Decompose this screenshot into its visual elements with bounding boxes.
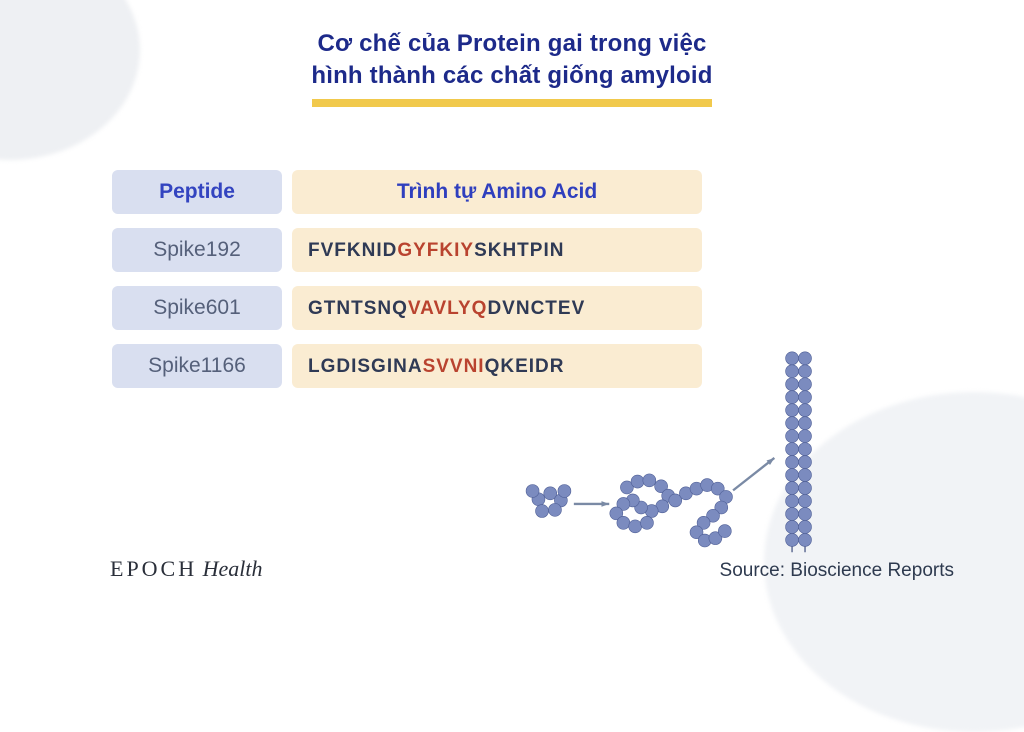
protein-sphere-icon <box>799 430 812 443</box>
protein-sphere-icon <box>786 352 799 365</box>
protein-sphere-icon <box>617 516 630 529</box>
protein-sphere-icon <box>799 507 812 520</box>
protein-sphere-icon <box>786 417 799 430</box>
peptide-name: Spike192 <box>112 228 282 272</box>
arrow-icon <box>733 458 774 490</box>
protein-sphere-icon <box>799 533 812 546</box>
protein-sphere-icon <box>786 469 799 482</box>
protein-sphere-icon <box>786 378 799 391</box>
source-credit: Source: Bioscience Reports <box>720 560 954 582</box>
brand-epoch: EPOCH <box>110 556 197 581</box>
seq-post: SKHTPIN <box>474 241 564 260</box>
protein-sphere-icon <box>786 482 799 495</box>
amyloid-diagram <box>360 340 1000 570</box>
seq-post: DVNCTEV <box>487 299 585 318</box>
title-line-1: Cơ chế của Protein gai trong việc <box>317 30 706 57</box>
protein-sphere-icon <box>799 456 812 469</box>
protein-sphere-icon <box>631 475 644 488</box>
protein-sphere-icon <box>799 352 812 365</box>
protein-sphere-icon <box>526 484 539 497</box>
protein-sphere-icon <box>799 365 812 378</box>
protein-sphere-icon <box>799 443 812 456</box>
protein-sphere-icon <box>786 443 799 456</box>
protein-sphere-icon <box>786 520 799 533</box>
protein-sphere-icon <box>799 482 812 495</box>
protein-sphere-icon <box>640 516 653 529</box>
protein-sphere-icon <box>536 505 549 518</box>
arrow-icon <box>574 501 609 507</box>
protein-sphere-icon <box>629 520 642 533</box>
protein-sphere-icon <box>786 404 799 417</box>
table-row: Spike192FVFKNIDGYFKIYSKHTPIN <box>112 228 702 272</box>
protein-sphere-icon <box>799 495 812 508</box>
protein-sphere-icon <box>643 474 656 487</box>
amino-acid-sequence: FVFKNIDGYFKIYSKHTPIN <box>292 228 702 272</box>
table-header-row: Peptide Trình tự Amino Acid <box>112 170 702 214</box>
seq-highlight: GYFKIY <box>397 241 474 260</box>
protein-sphere-icon <box>799 391 812 404</box>
protein-sphere-icon <box>799 404 812 417</box>
protein-sphere-icon <box>786 365 799 378</box>
header-peptide: Peptide <box>112 170 282 214</box>
protein-sphere-icon <box>799 378 812 391</box>
peptide-name: Spike601 <box>112 286 282 330</box>
protein-sphere-icon <box>799 469 812 482</box>
title-line-2: hình thành các chất giống amyloid <box>311 62 712 89</box>
protein-sphere-icon <box>718 525 731 538</box>
protein-sphere-icon <box>786 533 799 546</box>
protein-sphere-icon <box>786 495 799 508</box>
seq-highlight: VAVLYQ <box>408 299 488 318</box>
source-value: Bioscience Reports <box>790 560 954 581</box>
protein-sphere-icon <box>799 417 812 430</box>
title-underline <box>312 99 712 107</box>
protein-sphere-icon <box>786 456 799 469</box>
peptide-name: Spike1166 <box>112 344 282 388</box>
protein-sphere-icon <box>548 503 561 516</box>
seq-pre: GTNTSNQ <box>308 299 408 318</box>
protein-sphere-icon <box>799 520 812 533</box>
protein-sphere-icon <box>786 391 799 404</box>
page-title: Cơ chế của Protein gai trong việc hình t… <box>311 28 712 93</box>
title-block: Cơ chế của Protein gai trong việc hình t… <box>0 28 1024 107</box>
brand-health: Health <box>197 556 262 581</box>
source-label: Source: <box>720 560 791 581</box>
protein-sphere-icon <box>786 507 799 520</box>
amino-acid-sequence: GTNTSNQVAVLYQDVNCTEV <box>292 286 702 330</box>
protein-sphere-icon <box>786 430 799 443</box>
table-row: Spike601GTNTSNQVAVLYQDVNCTEV <box>112 286 702 330</box>
brand-footer: EPOCH Health <box>110 556 263 582</box>
header-sequence: Trình tự Amino Acid <box>292 170 702 214</box>
protein-sphere-icon <box>558 484 571 497</box>
seq-pre: FVFKNID <box>308 241 397 260</box>
